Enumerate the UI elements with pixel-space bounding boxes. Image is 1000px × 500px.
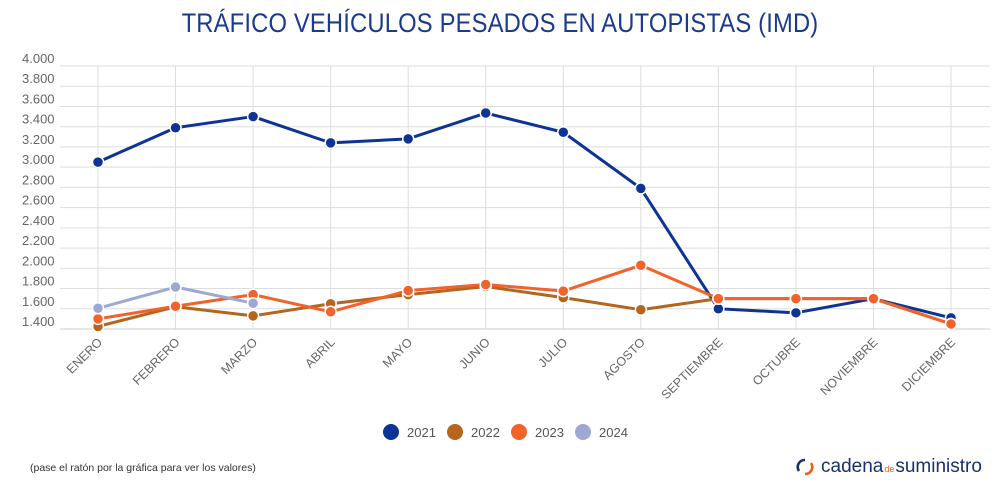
y-tick-label: 1.400	[22, 314, 55, 329]
x-tick-label: ENERO	[64, 335, 106, 377]
y-tick-label: 3.800	[22, 71, 55, 86]
data-point-2023[interactable]	[324, 305, 337, 319]
data-point-2023[interactable]	[91, 312, 105, 326]
data-point-2023[interactable]	[944, 317, 958, 331]
x-tick-label: MAYO	[380, 335, 415, 370]
x-tick-label: MARZO	[218, 335, 260, 377]
y-tick-label: 2.800	[22, 172, 55, 187]
legend-marker	[511, 424, 527, 440]
y-tick-label: 3.000	[22, 152, 55, 167]
data-point-2023[interactable]	[557, 284, 570, 298]
y-axis: 1.400 1.600 1.800 2.000 2.200 2.400 2.600 2.800…	[22, 51, 55, 329]
x-tick-label: SEPTIEMBRE	[659, 335, 726, 402]
legend-label: 2024	[599, 425, 628, 440]
data-point-2021[interactable]	[634, 182, 648, 195]
brand-logo: cadenadesuministro	[795, 456, 982, 478]
grid	[60, 65, 990, 330]
data-point-2021[interactable]	[91, 155, 105, 169]
legend-item-2022[interactable]: 2022	[447, 424, 500, 440]
y-tick-label: 2.200	[22, 233, 55, 248]
data-point-2024[interactable]	[169, 280, 182, 294]
chart-title: TRÁFICO VEHÍCULOS PESADOS EN AUTOPISTAS …	[181, 8, 819, 38]
legend-label: 2022	[471, 425, 500, 440]
legend-item-2024[interactable]: 2024	[575, 424, 628, 440]
data-point-2021[interactable]	[557, 126, 570, 139]
y-tick-label: 2.600	[22, 193, 55, 208]
legend-label: 2021	[407, 425, 436, 440]
legend: 2021 2022 2023 2024	[383, 424, 628, 440]
data-point-2022[interactable]	[246, 309, 260, 323]
y-tick-label: 2.000	[22, 253, 55, 268]
data-point-2023[interactable]	[712, 292, 725, 305]
series-line-2021[interactable]	[97, 111, 952, 320]
hover-hint: (pase el ratón por la gráfica para ver l…	[30, 462, 256, 474]
x-tick-label: OCTUBRE	[750, 335, 803, 388]
x-tick-label: ABRIL	[302, 335, 337, 370]
data-point-2023[interactable]	[789, 292, 803, 305]
data-point-2021[interactable]	[479, 106, 492, 120]
data-point-2021[interactable]	[789, 306, 803, 320]
y-tick-label: 1.600	[22, 294, 55, 309]
series-line-2023[interactable]	[97, 263, 952, 326]
y-tick-label: 1.800	[22, 274, 55, 289]
y-tick-label: 3.600	[22, 91, 55, 106]
data-point-2022[interactable]	[634, 303, 648, 317]
data-point-2021[interactable]	[401, 132, 415, 146]
legend-marker	[447, 424, 463, 440]
data-point-2023[interactable]	[169, 299, 182, 313]
data-point-2023[interactable]	[479, 278, 492, 291]
x-tick-label: FEBRERO	[130, 335, 183, 388]
data-point-2023[interactable]	[401, 284, 415, 297]
y-tick-label: 2.400	[22, 213, 55, 228]
data-point-2023[interactable]	[634, 259, 648, 272]
y-tick-label: 3.200	[22, 132, 55, 147]
logo-icon	[796, 458, 814, 476]
y-tick-label: 4.000	[22, 51, 55, 66]
x-tick-label: JUNIO	[456, 335, 493, 372]
legend-item-2023[interactable]: 2023	[511, 424, 564, 440]
legend-label: 2023	[535, 425, 564, 440]
logo-text-1: cadena	[821, 456, 884, 477]
data-point-2021[interactable]	[712, 302, 725, 316]
legend-marker	[575, 424, 591, 440]
legend-item-2021[interactable]: 2021	[383, 424, 436, 440]
data-point-2021[interactable]	[246, 110, 260, 123]
x-tick-label: JULIO	[535, 335, 570, 370]
x-tick-label: AGOSTO	[600, 335, 648, 383]
data-point-2024[interactable]	[246, 296, 260, 310]
y-tick-label: 3.400	[22, 112, 55, 127]
logo-text-3: suministro	[895, 456, 982, 477]
data-point-2021[interactable]	[324, 136, 337, 150]
x-axis: ENERO FEBRERO MARZO ABRIL MAYO JUNIO JULIO AGOS…	[60, 328, 990, 402]
x-tick-label: NOVIEMBRE	[818, 335, 881, 398]
x-tick-label: DICIEMBRE	[899, 335, 958, 394]
data-point-2024[interactable]	[91, 302, 105, 315]
data-point-2021[interactable]	[169, 121, 182, 134]
series-lines	[91, 106, 958, 333]
data-point-2023[interactable]	[867, 292, 880, 305]
logo-text-2: de	[884, 464, 895, 474]
legend-marker	[383, 424, 399, 440]
